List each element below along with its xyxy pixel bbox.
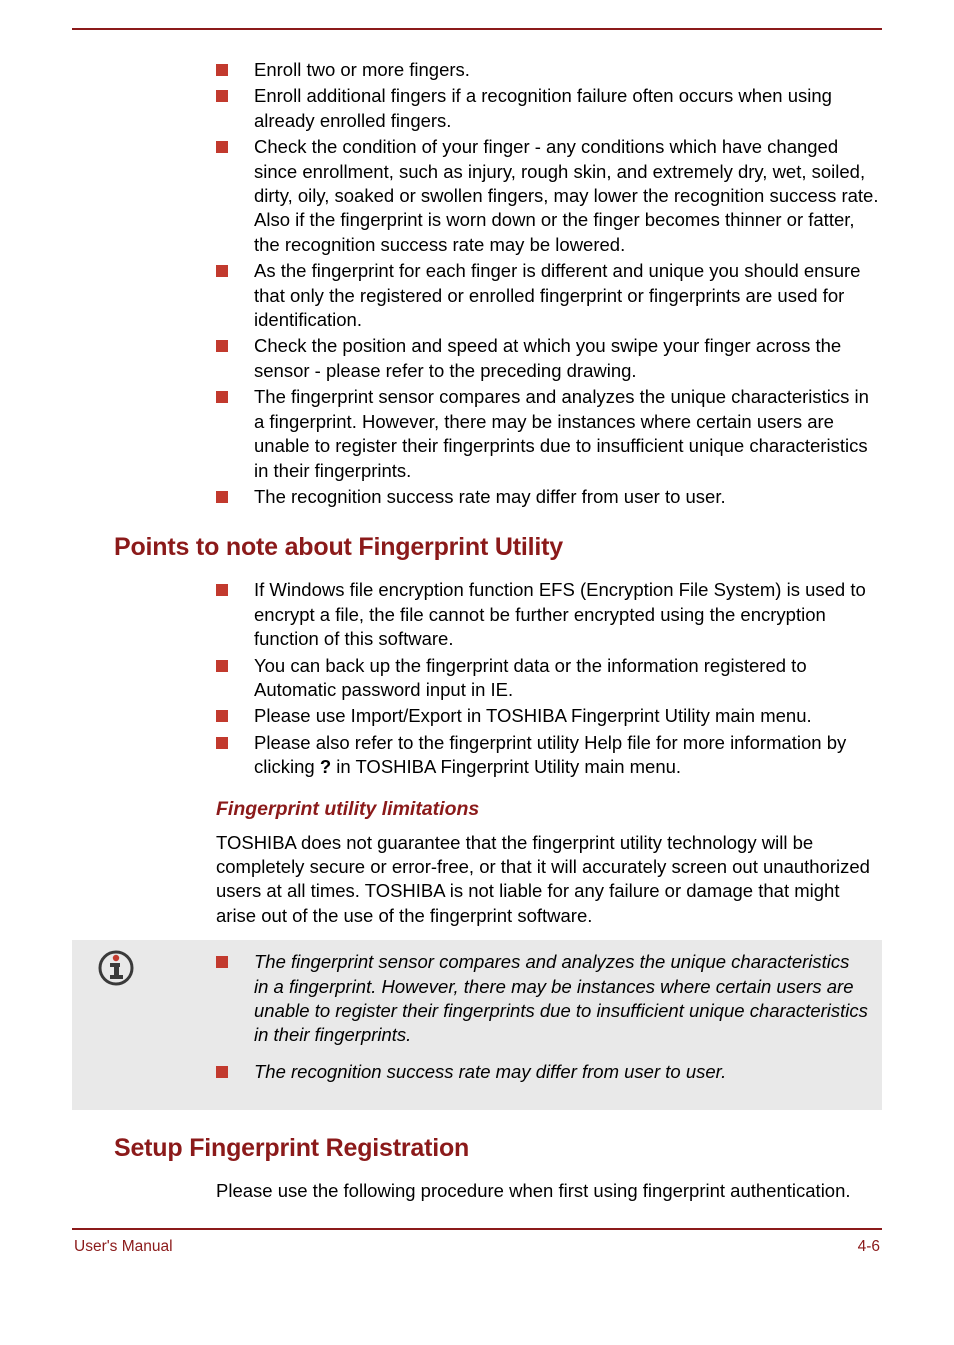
bullet-list-2: If Windows file encryption function EFS …	[216, 578, 882, 779]
square-bullet-icon	[216, 710, 228, 722]
square-bullet-icon	[216, 141, 228, 153]
top-rule	[72, 28, 882, 30]
list-item-post: in TOSHIBA Fingerprint Utility main menu…	[331, 756, 681, 777]
list-item-text: Please also refer to the fingerprint uti…	[254, 732, 846, 777]
page: Enroll two or more fingers. Enroll addit…	[0, 0, 954, 1345]
list-item-text: If Windows file encryption function EFS …	[254, 579, 866, 649]
paragraph-limitations: TOSHIBA does not guarantee that the fing…	[216, 831, 882, 929]
note-item: The fingerprint sensor compares and anal…	[216, 950, 868, 1048]
note-item: The recognition success rate may differ …	[216, 1060, 868, 1084]
list-item-bold: ?	[320, 756, 331, 777]
square-bullet-icon	[216, 584, 228, 596]
square-bullet-icon	[216, 265, 228, 277]
list-item-text: Check the condition of your finger - any…	[254, 136, 878, 255]
list-item: Please also refer to the fingerprint uti…	[216, 731, 882, 780]
info-icon	[96, 948, 136, 988]
subheading-limitations: Fingerprint utility limitations	[216, 798, 882, 821]
list-item: You can back up the fingerprint data or …	[216, 654, 882, 703]
list-item-text: Enroll additional fingers if a recogniti…	[254, 85, 832, 130]
list-item: Check the position and speed at which yo…	[216, 334, 882, 383]
list-item: The fingerprint sensor compares and anal…	[216, 385, 882, 483]
square-bullet-icon	[216, 737, 228, 749]
bottom-rule	[72, 1228, 882, 1230]
heading-setup-registration: Setup Fingerprint Registration	[114, 1134, 882, 1163]
square-bullet-icon	[216, 491, 228, 503]
list-item: As the fingerprint for each finger is di…	[216, 259, 882, 332]
square-bullet-icon	[216, 660, 228, 672]
list-item: Please use Import/Export in TOSHIBA Fing…	[216, 704, 882, 728]
square-bullet-icon	[216, 1066, 228, 1078]
list-item-text: Please use Import/Export in TOSHIBA Fing…	[254, 705, 812, 726]
square-bullet-icon	[216, 956, 228, 968]
list-item-text: Enroll two or more fingers.	[254, 59, 470, 80]
list-item-text: As the fingerprint for each finger is di…	[254, 260, 860, 330]
bullet-list-1: Enroll two or more fingers. Enroll addit…	[216, 58, 882, 509]
heading-points-to-note: Points to note about Fingerprint Utility	[114, 533, 882, 562]
note-list: The fingerprint sensor compares and anal…	[216, 950, 868, 1084]
note-item-text: The recognition success rate may differ …	[254, 1061, 726, 1082]
footer: User's Manual 4-6	[72, 1238, 882, 1256]
square-bullet-icon	[216, 64, 228, 76]
square-bullet-icon	[216, 391, 228, 403]
list-item-text: Check the position and speed at which yo…	[254, 335, 841, 380]
footer-right: 4-6	[858, 1238, 880, 1256]
list-item: Check the condition of your finger - any…	[216, 135, 882, 257]
list-item: Enroll additional fingers if a recogniti…	[216, 84, 882, 133]
list-item-text: The recognition success rate may differ …	[254, 486, 726, 507]
list-item: Enroll two or more fingers.	[216, 58, 882, 82]
note-item-text: The fingerprint sensor compares and anal…	[254, 951, 868, 1045]
square-bullet-icon	[216, 340, 228, 352]
square-bullet-icon	[216, 90, 228, 102]
note-box: The fingerprint sensor compares and anal…	[72, 940, 882, 1110]
list-item: The recognition success rate may differ …	[216, 485, 882, 509]
list-item-text: The fingerprint sensor compares and anal…	[254, 386, 869, 480]
list-item: If Windows file encryption function EFS …	[216, 578, 882, 651]
paragraph-setup: Please use the following procedure when …	[216, 1179, 882, 1203]
list-item-text: You can back up the fingerprint data or …	[254, 655, 807, 700]
footer-left: User's Manual	[74, 1238, 173, 1256]
